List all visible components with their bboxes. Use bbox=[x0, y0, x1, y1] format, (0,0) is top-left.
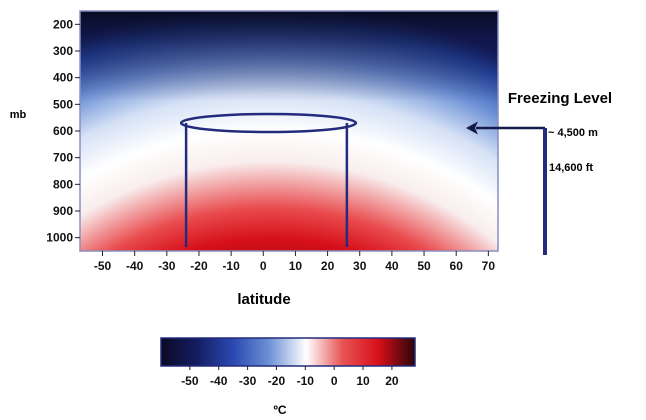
x-tick-label: 50 bbox=[417, 259, 431, 273]
y-tick-label: 700 bbox=[53, 151, 73, 165]
x-tick-label: 10 bbox=[289, 259, 303, 273]
colorbar-tick-label: -10 bbox=[297, 374, 315, 388]
colorbar-tick-label: 0 bbox=[331, 374, 338, 388]
freezing-level-arrowhead bbox=[466, 121, 478, 135]
freezing-level-title: Freezing Level bbox=[508, 90, 612, 107]
y-tick-label: 800 bbox=[53, 177, 73, 191]
colorbar-ticks: -50 -40 -30 -20 -10 0 10 20 bbox=[181, 366, 399, 388]
x-tick-label: 70 bbox=[482, 259, 496, 273]
y-axis-ticks: 200 300 400 500 600 700 800 900 1000 bbox=[46, 17, 80, 245]
y-tick-label: 500 bbox=[53, 97, 73, 111]
colorbar-tick-label: 10 bbox=[356, 374, 370, 388]
colorbar-tick-label: -40 bbox=[210, 374, 228, 388]
x-tick-label: 30 bbox=[353, 259, 367, 273]
y-tick-label: 1000 bbox=[46, 231, 73, 245]
upper-cold-overlay bbox=[80, 11, 498, 101]
x-tick-label: -10 bbox=[222, 259, 240, 273]
tropical-column-cylinder bbox=[179, 112, 358, 247]
y-tick-label: 300 bbox=[53, 44, 73, 58]
colorbar-tick-label: -30 bbox=[239, 374, 257, 388]
x-tick-label: 20 bbox=[321, 259, 335, 273]
x-axis-ticks: -50 -40 -30 -20 -10 0 10 20 30 40 50 60 70 bbox=[94, 251, 496, 273]
x-tick-label: 40 bbox=[385, 259, 399, 273]
x-axis-label: latitude bbox=[237, 291, 290, 308]
colorbar: -50 -40 -30 -20 -10 0 10 20 ºC bbox=[160, 337, 416, 417]
colorbar-scale bbox=[160, 337, 416, 367]
y-tick-label: 400 bbox=[53, 71, 73, 85]
height-meters-label: ~ 4,500 m bbox=[548, 127, 598, 139]
x-tick-label: -30 bbox=[158, 259, 176, 273]
y-tick-label: 600 bbox=[53, 124, 73, 138]
colorbar-tick-label: 20 bbox=[385, 374, 399, 388]
x-tick-label: 0 bbox=[260, 259, 267, 273]
colorbar-unit-label: ºC bbox=[273, 403, 286, 417]
colorbar-tick-label: -20 bbox=[268, 374, 286, 388]
y-axis-label: mb bbox=[10, 109, 27, 121]
plot-area bbox=[79, 10, 499, 252]
y-tick-label: 200 bbox=[53, 17, 73, 31]
freezing-level-annotation: Freezing Level ~ 4,500 m 14,600 ft bbox=[466, 90, 612, 255]
x-tick-label: -40 bbox=[126, 259, 144, 273]
colorbar-tick-label: -50 bbox=[181, 374, 199, 388]
x-tick-label: 60 bbox=[450, 259, 464, 273]
y-tick-label: 900 bbox=[53, 204, 73, 218]
cylinder-top-ellipse bbox=[179, 112, 358, 134]
x-tick-label: -20 bbox=[190, 259, 208, 273]
x-tick-label: -50 bbox=[94, 259, 112, 273]
height-feet-label: 14,600 ft bbox=[549, 162, 593, 174]
